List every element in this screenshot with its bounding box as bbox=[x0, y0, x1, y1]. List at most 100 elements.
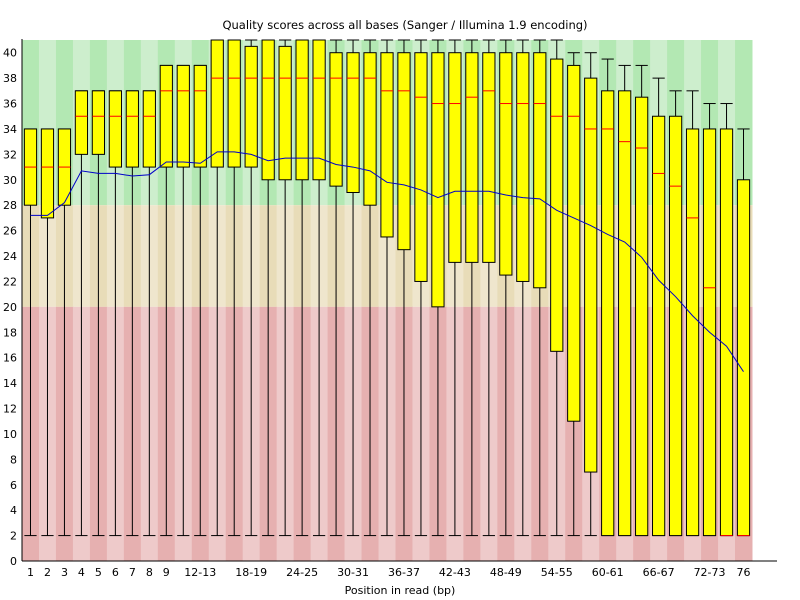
box-position-46-47 bbox=[482, 39, 496, 537]
y-tick-label: 16 bbox=[3, 352, 17, 365]
y-tick-label: 32 bbox=[3, 148, 17, 161]
iqr-box bbox=[397, 52, 411, 251]
iqr-box bbox=[210, 39, 224, 168]
iqr-box bbox=[618, 90, 632, 537]
x-tick-label: 12-13 bbox=[184, 566, 216, 579]
iqr-box bbox=[142, 90, 156, 168]
y-tick-label: 2 bbox=[10, 530, 17, 543]
box-position-4 bbox=[74, 90, 89, 537]
box-position-9 bbox=[159, 64, 173, 537]
mean-line bbox=[30, 151, 744, 372]
box-position-74-75 bbox=[719, 103, 734, 537]
x-axis-label: Position in read (bp) bbox=[345, 584, 456, 597]
iqr-box bbox=[499, 52, 513, 276]
box-position-44-45 bbox=[465, 39, 479, 537]
iqr-box bbox=[482, 52, 496, 263]
iqr-box bbox=[278, 45, 292, 181]
box-position-26-27 bbox=[312, 39, 326, 537]
iqr-box bbox=[465, 52, 479, 263]
y-tick-label: 0 bbox=[10, 555, 17, 568]
box-position-20-21 bbox=[261, 39, 275, 537]
box-position-64-65 bbox=[635, 64, 649, 537]
iqr-box bbox=[601, 90, 615, 537]
x-tick-label: 24-25 bbox=[286, 566, 318, 579]
x-tick-label: 42-43 bbox=[439, 566, 471, 579]
box-position-10-11 bbox=[176, 64, 190, 537]
box-position-70-71 bbox=[685, 90, 700, 537]
box-position-24-25 bbox=[295, 39, 309, 537]
box-position-30-31 bbox=[346, 39, 360, 537]
iqr-box bbox=[261, 39, 275, 181]
box-position-48-49 bbox=[499, 39, 513, 537]
y-tick-label: 18 bbox=[3, 326, 17, 339]
box-position-62-63 bbox=[618, 64, 632, 537]
x-tick-label: 2 bbox=[44, 566, 51, 579]
x-tick-label: 9 bbox=[163, 566, 170, 579]
box-position-7 bbox=[125, 90, 139, 537]
y-tick-label: 10 bbox=[3, 428, 17, 441]
x-tick-label: 48-49 bbox=[490, 566, 522, 579]
x-tick-label: 7 bbox=[129, 566, 136, 579]
iqr-box bbox=[227, 39, 241, 168]
box-position-54-55 bbox=[550, 39, 564, 537]
y-tick-label: 34 bbox=[3, 123, 17, 136]
y-tick-label: 24 bbox=[3, 250, 17, 263]
box-position-22-23 bbox=[278, 39, 292, 537]
box-position-72-73 bbox=[702, 103, 717, 537]
y-tick-label: 38 bbox=[3, 72, 17, 85]
iqr-box bbox=[652, 115, 666, 537]
box-position-38-39 bbox=[414, 39, 428, 537]
box-position-58-59 bbox=[584, 52, 598, 537]
iqr-box bbox=[380, 52, 394, 238]
box-position-52-53 bbox=[533, 39, 547, 537]
x-tick-label: 3 bbox=[61, 566, 68, 579]
box-position-12-13 bbox=[193, 64, 207, 537]
boxplots bbox=[23, 39, 751, 537]
iqr-box bbox=[193, 64, 207, 168]
x-tick-label: 1 bbox=[27, 566, 34, 579]
box-position-66-67 bbox=[652, 77, 666, 537]
x-tick-label: 18-19 bbox=[235, 566, 267, 579]
box-position-36-37 bbox=[397, 39, 411, 537]
iqr-box bbox=[312, 39, 326, 181]
iqr-box bbox=[668, 115, 683, 537]
x-tick-label: 6 bbox=[112, 566, 119, 579]
iqr-box bbox=[244, 45, 258, 168]
iqr-box bbox=[91, 90, 106, 155]
iqr-box bbox=[448, 52, 462, 263]
y-tick-label: 30 bbox=[3, 174, 17, 187]
box-position-3 bbox=[57, 128, 72, 537]
zone-good-stripe bbox=[735, 40, 753, 206]
box-position-5 bbox=[91, 90, 106, 537]
y-tick-label: 14 bbox=[3, 377, 17, 390]
x-tick-label: 76 bbox=[737, 566, 751, 579]
iqr-box bbox=[431, 52, 445, 308]
x-tick-label: 66-67 bbox=[643, 566, 675, 579]
iqr-box bbox=[295, 39, 309, 181]
y-tick-label: 4 bbox=[10, 504, 17, 517]
box-position-50-51 bbox=[516, 39, 530, 537]
iqr-box bbox=[74, 90, 89, 155]
box-position-18-19 bbox=[244, 39, 258, 537]
iqr-box bbox=[414, 52, 428, 282]
x-tick-label: 72-73 bbox=[694, 566, 726, 579]
mean-line-layer bbox=[30, 151, 744, 372]
iqr-box bbox=[685, 128, 700, 537]
box-position-56-57 bbox=[567, 52, 581, 537]
y-tick-label: 36 bbox=[3, 98, 17, 111]
box-position-1 bbox=[23, 128, 38, 537]
iqr-box bbox=[516, 52, 530, 282]
y-tick-label: 26 bbox=[3, 225, 17, 238]
iqr-box bbox=[346, 52, 360, 193]
box-position-2 bbox=[40, 128, 55, 537]
x-tick-label: 54-55 bbox=[541, 566, 573, 579]
iqr-box bbox=[329, 52, 343, 187]
box-position-32-33 bbox=[363, 39, 377, 537]
x-tick-label: 4 bbox=[78, 566, 85, 579]
x-tick-label: 8 bbox=[146, 566, 153, 579]
box-position-60-61 bbox=[601, 58, 615, 537]
y-tick-label: 20 bbox=[3, 301, 17, 314]
box-position-14-15 bbox=[210, 39, 224, 537]
